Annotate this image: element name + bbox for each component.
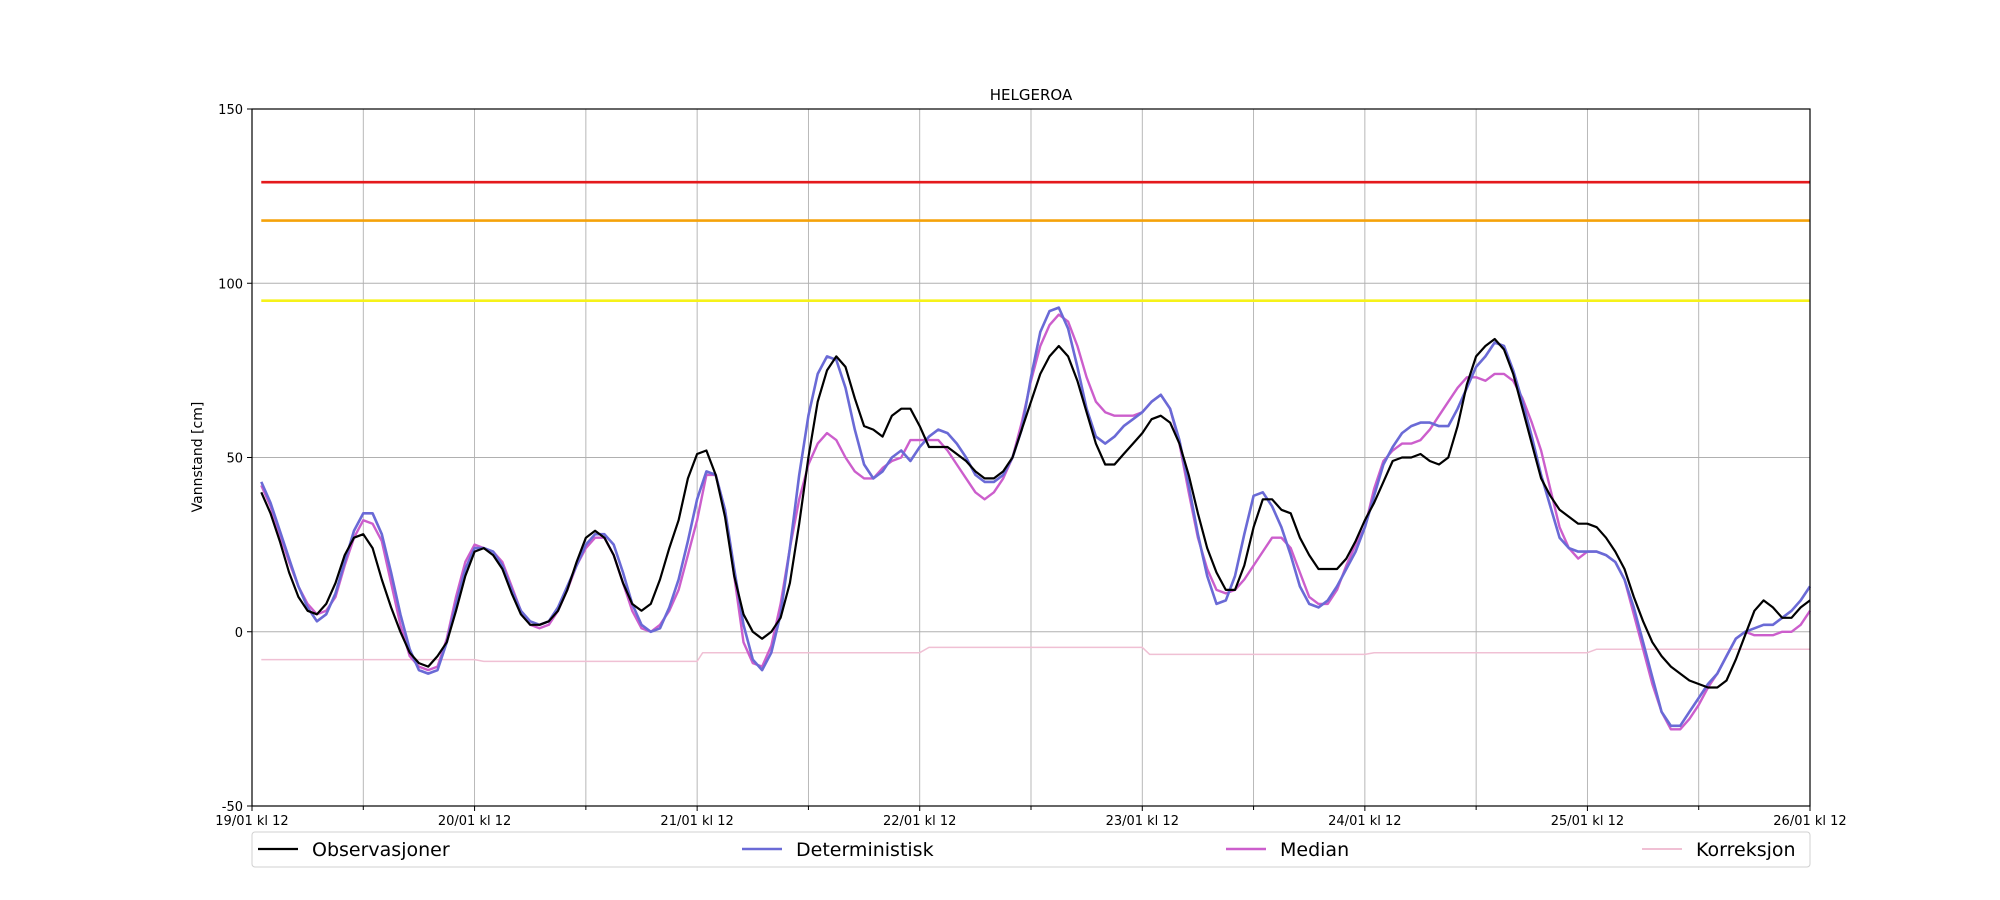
x-tick-label: 20/01 kl 12 bbox=[438, 814, 511, 829]
chart-title: HELGEROA bbox=[990, 86, 1073, 104]
x-tick-label: 24/01 kl 12 bbox=[1328, 814, 1401, 829]
x-tick-label: 21/01 kl 12 bbox=[660, 814, 733, 829]
y-tick-label: 100 bbox=[218, 277, 243, 292]
y-axis-label: Vannstand [cm] bbox=[190, 402, 206, 513]
axes: -50 0 50 100 150 19/01 kl 12 20/01 kl 12 21/01 … bbox=[215, 103, 1846, 829]
x-tick-label: 19/01 kl 12 bbox=[215, 814, 288, 829]
legend-label: Median bbox=[1280, 839, 1349, 861]
grid bbox=[252, 109, 1810, 806]
x-tick-label: 23/01 kl 12 bbox=[1106, 814, 1179, 829]
legend-label: Observasjoner bbox=[312, 839, 450, 861]
y-tick-label: 0 bbox=[235, 626, 243, 641]
threshold-lines bbox=[261, 180, 1810, 302]
legend-frame bbox=[251, 831, 1811, 868]
legend-label: Deterministisk bbox=[796, 839, 934, 861]
x-tick-label: 22/01 kl 12 bbox=[883, 814, 956, 829]
legend-label: Korreksjon bbox=[1696, 839, 1796, 861]
legend: Observasjoner Deterministisk Median Korreks… bbox=[251, 831, 1811, 868]
y-tick-label: -50 bbox=[222, 800, 243, 815]
y-tick-label: 50 bbox=[226, 452, 243, 467]
x-tick-label: 25/01 kl 12 bbox=[1551, 814, 1624, 829]
series-line-deterministisk bbox=[260, 306, 1812, 728]
series-line-observasjoner bbox=[260, 337, 1811, 689]
series-lines bbox=[260, 306, 1812, 731]
y-tick-label: 150 bbox=[218, 103, 243, 118]
x-tick-label: 26/01 kl 12 bbox=[1773, 814, 1846, 829]
series-line-korreksjon bbox=[261, 646, 1810, 663]
